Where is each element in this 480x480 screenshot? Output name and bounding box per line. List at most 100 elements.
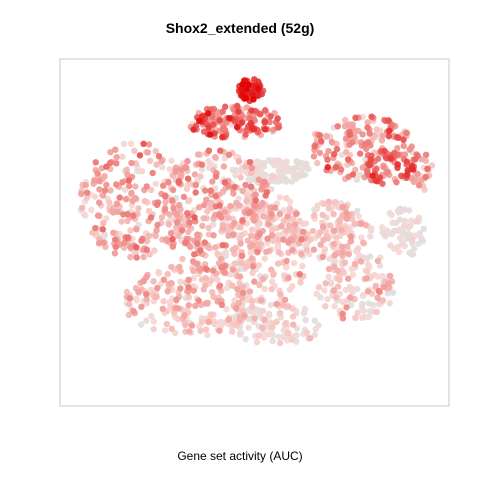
cell-point [133, 226, 140, 233]
cell-point [234, 285, 241, 293]
cell-point [99, 226, 107, 233]
cell-point [376, 262, 384, 269]
cell-point [398, 172, 405, 179]
cell-point [129, 197, 136, 205]
cell-point [158, 214, 166, 221]
cell-point [355, 245, 362, 252]
cell-point [214, 298, 221, 305]
cell-point [420, 225, 428, 232]
cell-point [286, 206, 294, 213]
cell-point [401, 151, 409, 158]
cell-point [221, 269, 229, 276]
cell-point [187, 243, 194, 251]
cell-point [167, 229, 175, 237]
cell-point [150, 278, 157, 285]
cell-point [113, 181, 120, 188]
cell-point [296, 271, 303, 278]
cell-point [285, 168, 292, 175]
cell-point [267, 301, 275, 309]
cell-point [259, 324, 266, 332]
cell-point [132, 183, 139, 190]
cell-point [343, 304, 350, 311]
cell-point [223, 306, 230, 313]
cell-point [311, 331, 319, 338]
cell-point [125, 177, 132, 184]
cell-point [175, 178, 183, 185]
cell-point [285, 239, 292, 246]
cell-point [144, 149, 152, 156]
cell-point [176, 263, 183, 271]
cell-point [386, 127, 393, 134]
cell-point [330, 287, 338, 294]
cell-point [221, 262, 229, 269]
cell-point [112, 146, 119, 153]
cell-point [342, 135, 350, 142]
cell-point [238, 259, 246, 267]
cell-point [317, 241, 324, 248]
cell-point [323, 132, 330, 140]
plot-frame [59, 58, 450, 407]
cell-point [185, 302, 192, 309]
cell-point [126, 182, 133, 190]
cell-point [198, 318, 206, 325]
cell-point [121, 239, 128, 247]
cell-point [124, 234, 131, 242]
cell-point [166, 166, 173, 173]
cell-point [248, 170, 255, 177]
cell-point [148, 186, 155, 194]
cell-point [306, 335, 314, 342]
cell-point [209, 113, 216, 121]
cell-point [249, 297, 256, 305]
cell-point [128, 159, 135, 167]
cell-point [146, 157, 154, 165]
cell-point [229, 166, 236, 173]
cell-point [238, 252, 246, 259]
cell-point [162, 327, 169, 334]
cell-point [133, 244, 140, 251]
cell-point [357, 258, 364, 265]
cell-point [148, 312, 155, 320]
cell-point [246, 115, 254, 122]
cell-point [339, 249, 346, 256]
cell-point [153, 227, 160, 234]
cell-point [131, 147, 138, 154]
cell-point [414, 170, 421, 177]
cell-point [383, 169, 390, 176]
cell-point [268, 172, 276, 180]
cell-point [169, 235, 176, 243]
cell-point [247, 249, 254, 256]
cell-point [310, 153, 318, 160]
cell-point [242, 181, 249, 189]
cell-point [250, 96, 257, 103]
cell-point [415, 182, 423, 189]
cell-point [214, 250, 221, 257]
cell-point [231, 260, 238, 267]
cell-point [353, 176, 360, 183]
cell-point [387, 272, 394, 280]
cell-point [92, 224, 99, 232]
cell-point [246, 288, 254, 295]
cell-point [274, 115, 281, 122]
cell-point [319, 253, 327, 261]
cell-point [203, 196, 210, 203]
cell-point [403, 158, 410, 165]
cell-point [347, 294, 354, 301]
cell-point [276, 194, 283, 201]
cell-point [251, 216, 258, 224]
cell-point [216, 117, 223, 124]
cell-point [186, 328, 193, 335]
cell-point [151, 247, 158, 254]
cell-point [256, 230, 263, 237]
cell-point [367, 156, 374, 163]
cell-point [348, 265, 355, 272]
cell-point [218, 214, 225, 221]
cell-point [341, 259, 349, 266]
cell-point [352, 114, 359, 122]
cell-point [178, 227, 186, 234]
cell-point [216, 327, 223, 334]
cell-point [257, 111, 264, 118]
cell-point [229, 266, 237, 273]
cell-point [297, 279, 304, 286]
cell-point [339, 243, 346, 250]
